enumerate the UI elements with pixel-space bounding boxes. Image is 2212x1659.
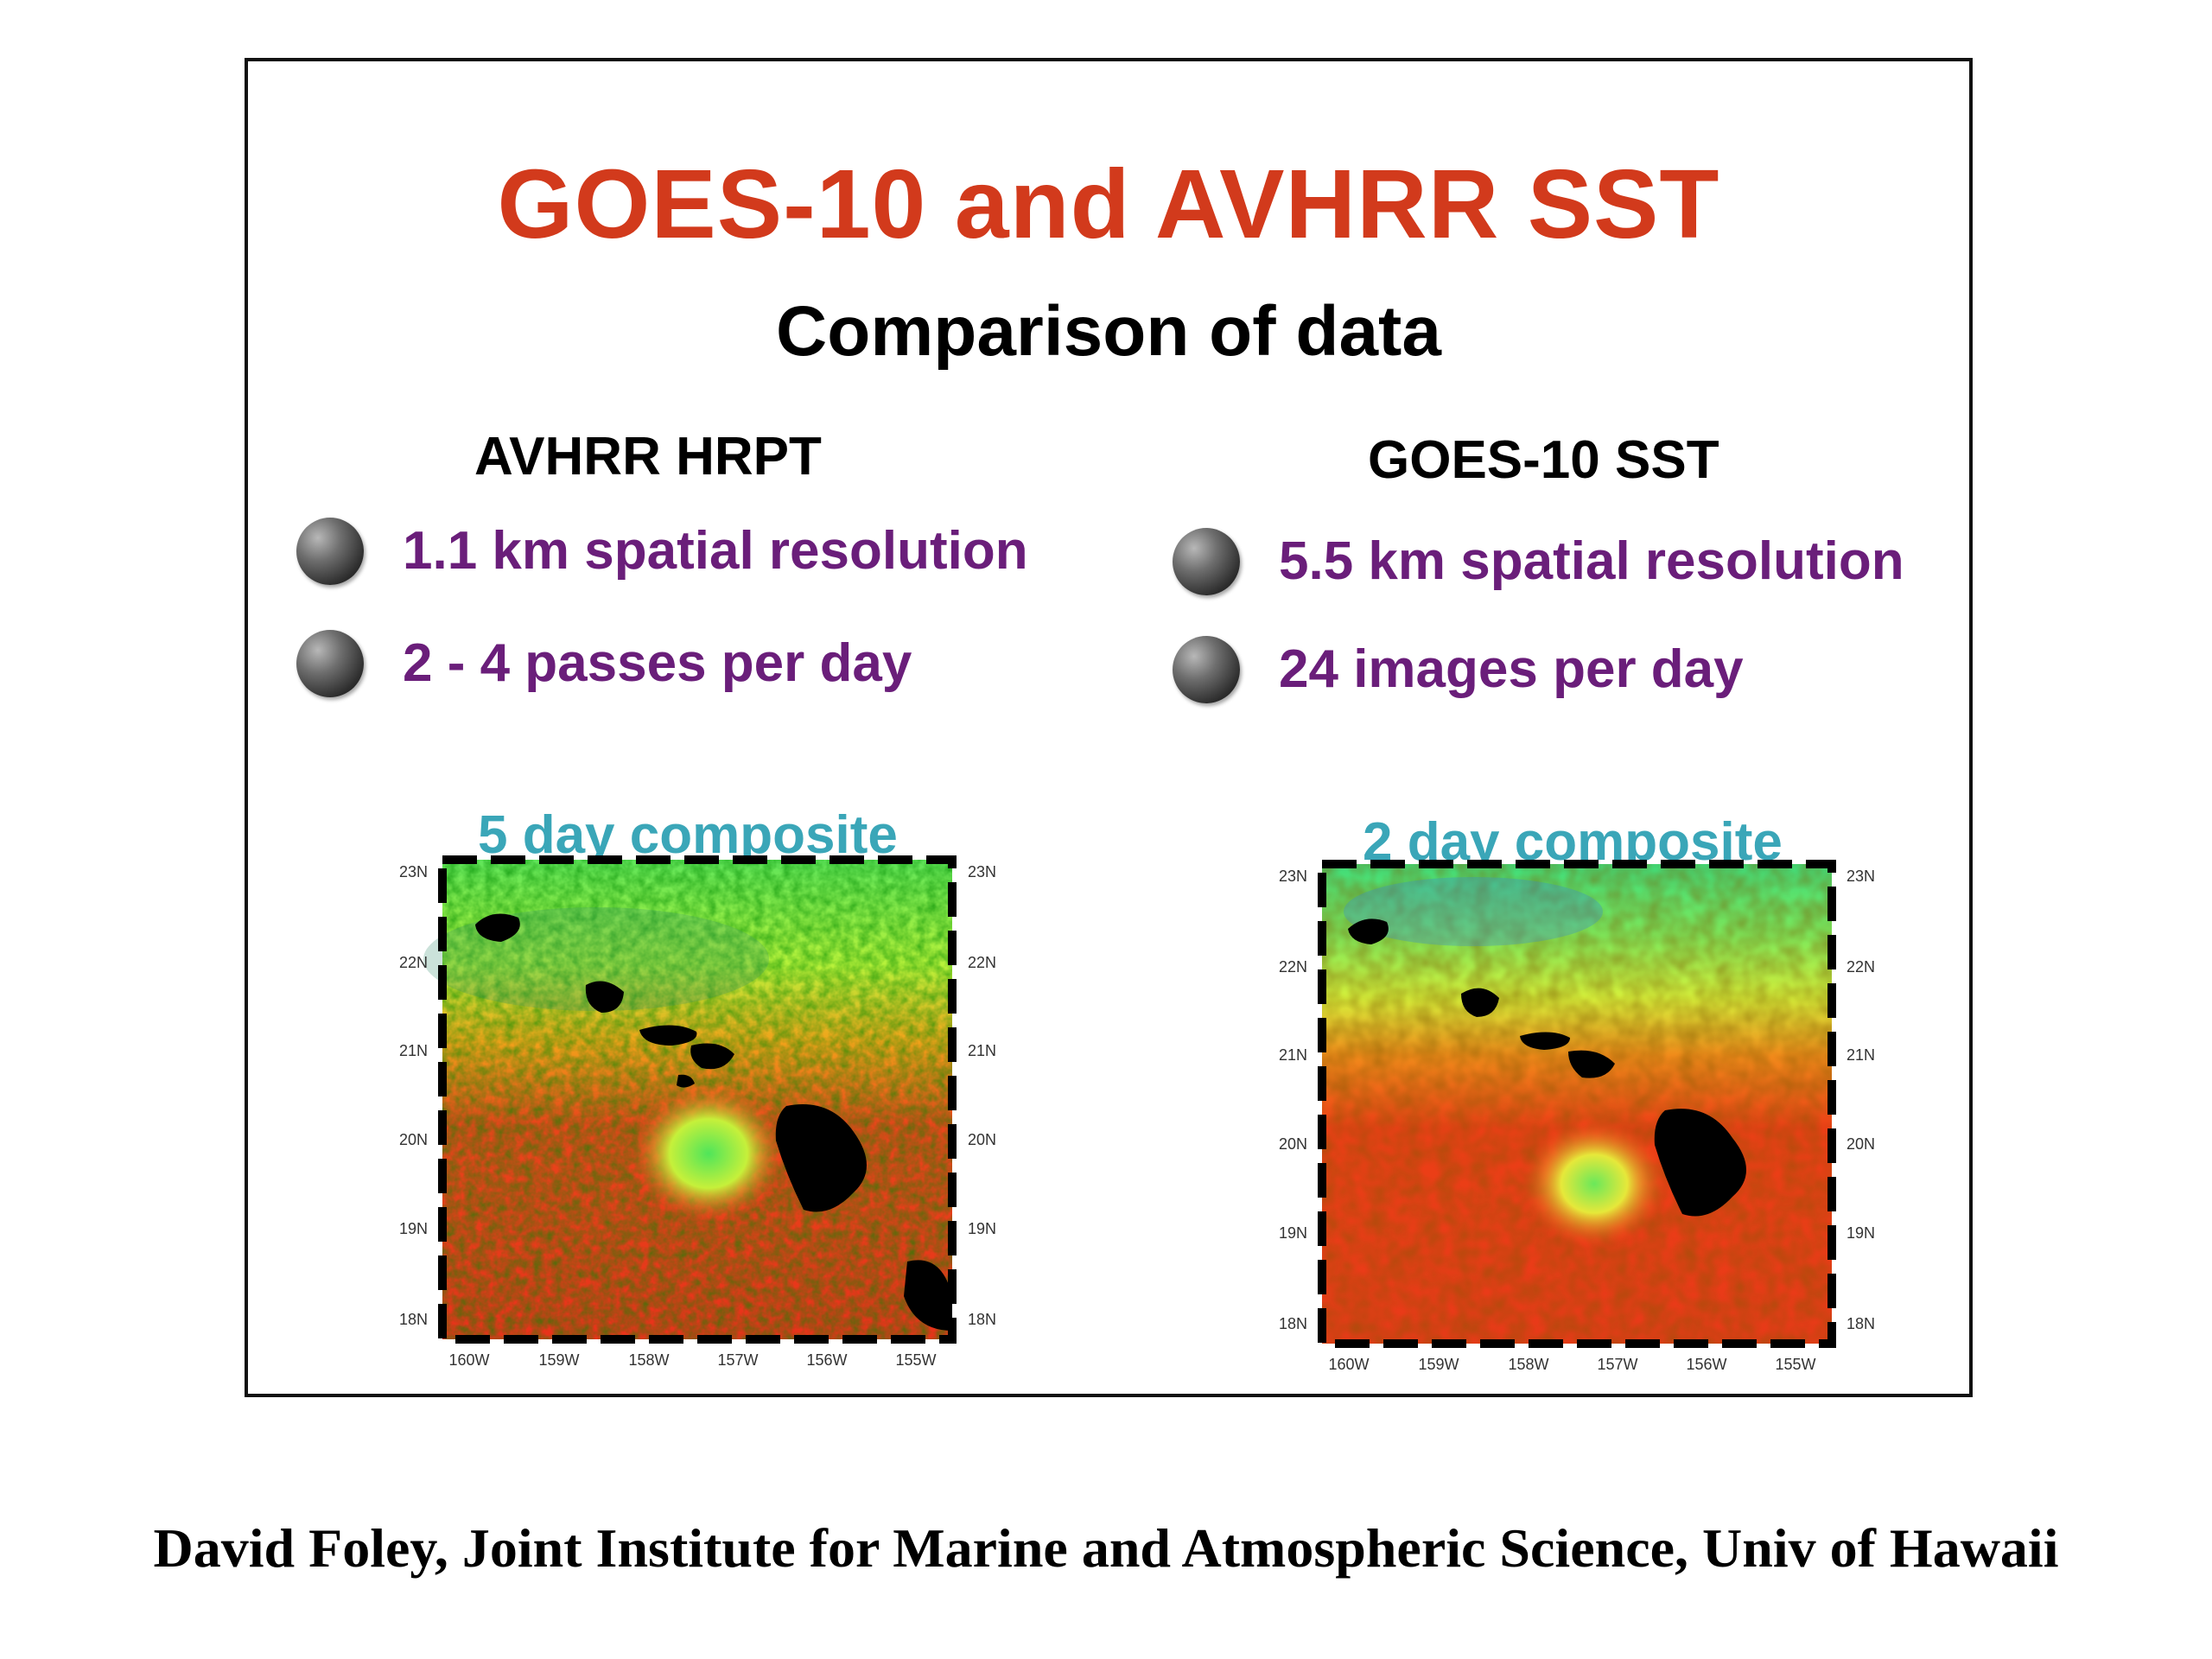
lat-label: 20N [968,1131,996,1148]
bullet-text: 24 images per day [1279,639,1744,699]
lat-label: 22N [1279,958,1307,976]
bullet-text: 5.5 km spatial resolution [1279,531,1904,591]
goes-sst-image: 23N 22N 21N 20N 19N 18N 23N 22N 21N 20N … [1279,860,1875,1373]
lat-label: 22N [399,954,428,971]
lat-label: 21N [1847,1046,1875,1064]
avhrr-composite-label: 5 day composite [478,805,898,865]
lon-label: 156W [806,1351,847,1369]
slide-subtitle: Comparison of data [776,292,1441,371]
lon-label: 159W [1418,1356,1459,1373]
bullet-ball-icon [296,518,364,585]
lat-label: 23N [968,863,996,880]
avhrr-sst-image: 23N 22N 21N 20N 19N 18N 23N 22N 21N 20N … [399,855,996,1369]
lon-label: 158W [628,1351,669,1369]
goes-heading: GOES-10 SST [1368,430,1719,490]
slide-frame: GOES-10 and AVHRR SST Comparison of data… [245,58,1973,1397]
lon-label: 159W [538,1351,579,1369]
slide-title: GOES-10 and AVHRR SST [497,149,1720,258]
avhrr-bullet-resolution: 1.1 km spatial resolution [296,518,1028,585]
lon-label: 160W [448,1351,489,1369]
lon-label: 157W [717,1351,758,1369]
avhrr-sst-map: 23N 22N 21N 20N 19N 18N 23N 22N 21N 20N … [380,847,1020,1382]
bullet-text: 1.1 km spatial resolution [403,521,1028,581]
lat-label: 23N [1847,868,1875,885]
avhrr-heading: AVHRR HRPT [474,427,822,486]
lat-label: 19N [968,1220,996,1237]
bullet-ball-icon [1173,528,1240,595]
lat-label: 18N [968,1311,996,1328]
avhrr-lat-labels-right: 23N 22N 21N 20N 19N 18N [968,863,996,1328]
lon-label: 158W [1508,1356,1548,1373]
lat-label: 18N [1847,1315,1875,1332]
goes-bullet-resolution: 5.5 km spatial resolution [1173,528,1904,595]
lat-label: 20N [1279,1135,1307,1153]
lon-label: 157W [1597,1356,1637,1373]
lon-label: 155W [1775,1356,1815,1373]
avhrr-lat-labels-left: 23N 22N 21N 20N 19N 18N [399,863,428,1328]
lat-label: 18N [1279,1315,1307,1332]
bullet-ball-icon [296,630,364,697]
bullet-text: 2 - 4 passes per day [403,633,912,693]
goes-sst-map: 23N 22N 21N 20N 19N 18N 23N 22N 21N 20N … [1266,851,1905,1387]
lat-label: 20N [1847,1135,1875,1153]
goes-bullet-images: 24 images per day [1173,636,1744,703]
lon-label: 155W [895,1351,936,1369]
lat-label: 18N [399,1311,428,1328]
lat-label: 21N [399,1042,428,1059]
lat-label: 19N [1847,1224,1875,1242]
goes-lon-labels: 160W 159W 158W 157W 156W 155W [1328,1356,1815,1373]
lat-label: 19N [399,1220,428,1237]
bullet-ball-icon [1173,636,1240,703]
avhrr-bullet-passes: 2 - 4 passes per day [296,630,912,697]
lon-label: 156W [1686,1356,1726,1373]
avhrr-lon-labels: 160W 159W 158W 157W 156W 155W [448,1351,936,1369]
lon-label: 160W [1328,1356,1369,1373]
lat-label: 23N [399,863,428,880]
goes-lat-labels-right: 23N 22N 21N 20N 19N 18N [1847,868,1875,1332]
lat-label: 21N [968,1042,996,1059]
footer-credit: David Foley, Joint Institute for Marine … [153,1517,2059,1579]
lat-label: 19N [1279,1224,1307,1242]
lat-label: 23N [1279,868,1307,885]
goes-lat-labels-left: 23N 22N 21N 20N 19N 18N [1279,868,1307,1332]
lat-label: 20N [399,1131,428,1148]
lat-label: 22N [1847,958,1875,976]
lat-label: 21N [1279,1046,1307,1064]
lat-label: 22N [968,954,996,971]
